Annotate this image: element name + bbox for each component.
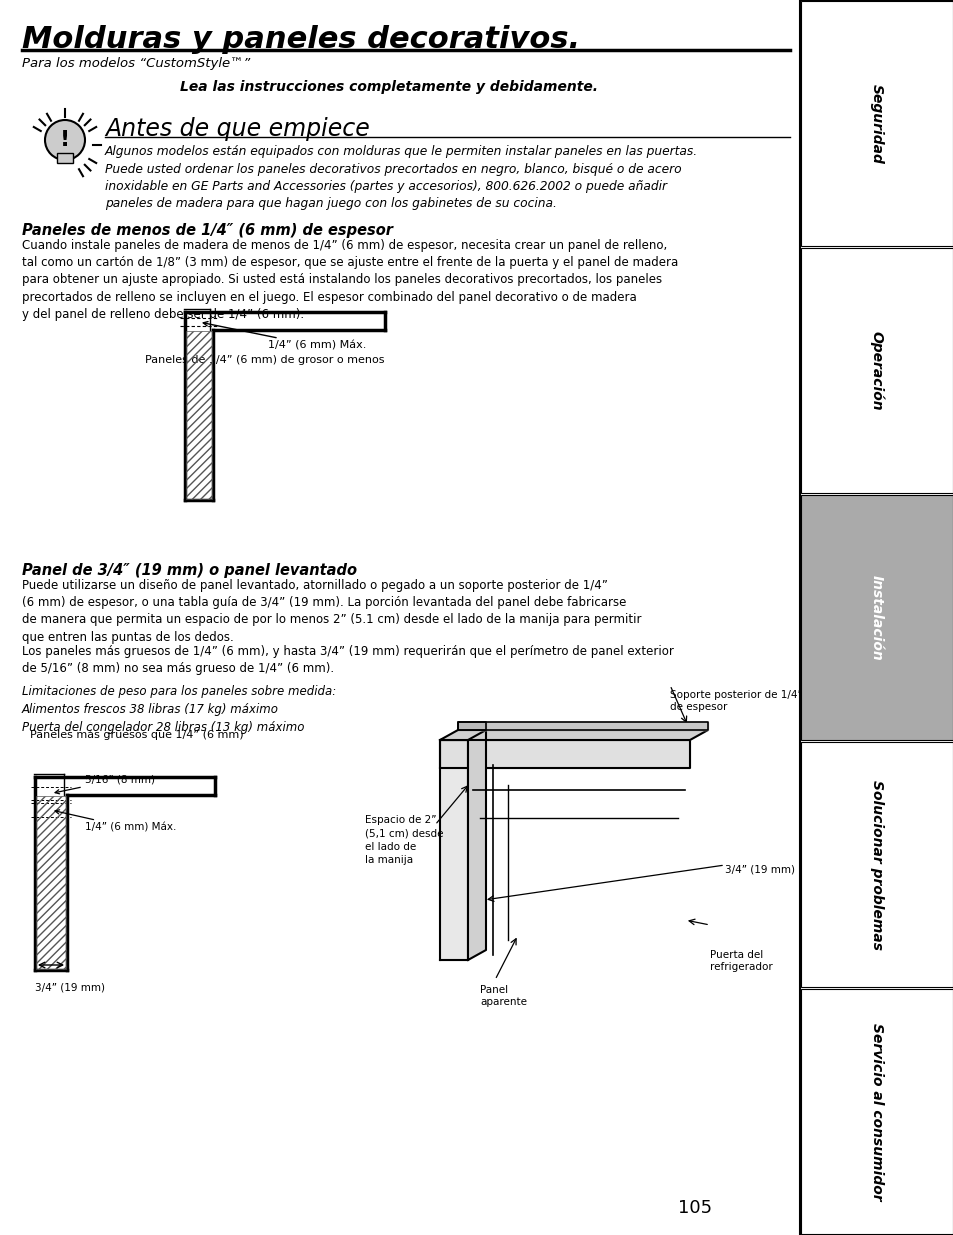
Bar xyxy=(801,495,952,740)
Text: Operación: Operación xyxy=(869,331,883,410)
Polygon shape xyxy=(439,740,689,768)
Text: Panel
aparente: Panel aparente xyxy=(479,986,526,1007)
Text: Servicio al consumidor: Servicio al consumidor xyxy=(869,1023,883,1200)
Text: Puerta del
refrigerador: Puerta del refrigerador xyxy=(709,950,772,972)
Text: 3/4” (19 mm): 3/4” (19 mm) xyxy=(724,864,794,876)
Polygon shape xyxy=(468,730,485,960)
Text: Panel de 3/4″ (19 mm) o panel levantado: Panel de 3/4″ (19 mm) o panel levantado xyxy=(22,563,356,578)
Text: 3/4” (19 mm): 3/4” (19 mm) xyxy=(35,983,105,993)
Text: Para los modelos “CustomStyle™”: Para los modelos “CustomStyle™” xyxy=(22,57,250,70)
Polygon shape xyxy=(439,740,468,960)
Text: Paneles de menos de 1/4″ (6 mm) de espesor: Paneles de menos de 1/4″ (6 mm) de espes… xyxy=(22,224,393,238)
Polygon shape xyxy=(439,730,707,740)
Bar xyxy=(801,248,952,493)
Polygon shape xyxy=(457,722,485,730)
Bar xyxy=(801,742,952,987)
Bar xyxy=(801,989,952,1234)
Text: Algunos modelos están equipados con molduras que le permiten instalar paneles en: Algunos modelos están equipados con mold… xyxy=(105,144,698,210)
Polygon shape xyxy=(457,722,707,730)
Text: Espacio de 2”
(5,1 cm) desde
el lado de
la manija: Espacio de 2” (5,1 cm) desde el lado de … xyxy=(365,815,443,864)
Text: Paneles más gruesos que 1/4” (6 mm): Paneles más gruesos que 1/4” (6 mm) xyxy=(30,730,243,741)
Text: 1/4” (6 mm) Máx.: 1/4” (6 mm) Máx. xyxy=(55,810,176,832)
Text: 5/16” (8 mm): 5/16” (8 mm) xyxy=(55,774,154,794)
Text: Molduras y paneles decorativos.: Molduras y paneles decorativos. xyxy=(22,25,579,54)
Text: Antes de que empiece: Antes de que empiece xyxy=(105,117,370,141)
Text: Limitaciones de peso para los paneles sobre medida:
Alimentos frescos 38 libras : Limitaciones de peso para los paneles so… xyxy=(22,685,335,734)
Bar xyxy=(57,153,73,163)
Text: Puede utilizarse un diseño de panel levantado, atornillado o pegado a un soporte: Puede utilizarse un diseño de panel leva… xyxy=(22,579,640,643)
Text: Paneles de 1/4” (6 mm) de grosor o menos: Paneles de 1/4” (6 mm) de grosor o menos xyxy=(145,354,384,366)
Text: 1/4” (6 mm) Máx.: 1/4” (6 mm) Máx. xyxy=(203,321,366,351)
Text: Seguridad: Seguridad xyxy=(869,84,883,163)
Text: 105: 105 xyxy=(678,1199,711,1216)
Text: Lea las instrucciones completamente y debidamente.: Lea las instrucciones completamente y de… xyxy=(180,80,598,94)
Text: Instalación: Instalación xyxy=(869,574,883,661)
Text: Los paneles más gruesos de 1/4” (6 mm), y hasta 3/4” (19 mm) requerirán que el p: Los paneles más gruesos de 1/4” (6 mm), … xyxy=(22,645,673,676)
Bar xyxy=(186,331,212,499)
Text: Soporte posterior de 1/4” (6 mm)
de espesor: Soporte posterior de 1/4” (6 mm) de espe… xyxy=(669,690,843,711)
Bar xyxy=(801,1,952,246)
Text: Cuando instale paneles de madera de menos de 1/4” (6 mm) de espesor, necesita cr: Cuando instale paneles de madera de meno… xyxy=(22,240,678,321)
Circle shape xyxy=(45,120,85,161)
Text: !: ! xyxy=(60,130,70,149)
Bar xyxy=(36,797,66,969)
Text: Solucionar problemas: Solucionar problemas xyxy=(869,779,883,950)
Bar xyxy=(800,0,953,1235)
